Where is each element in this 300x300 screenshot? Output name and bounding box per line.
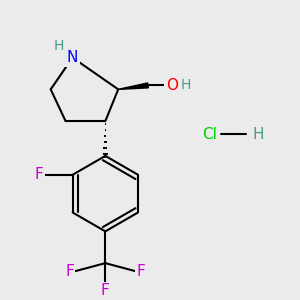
Text: Cl: Cl — [202, 127, 217, 142]
Text: O: O — [166, 78, 178, 93]
Text: H: H — [181, 78, 191, 92]
Text: F: F — [65, 264, 74, 279]
Polygon shape — [118, 83, 148, 89]
Text: H: H — [253, 127, 264, 142]
Text: F: F — [137, 264, 146, 279]
Text: F: F — [34, 167, 43, 182]
Text: F: F — [101, 284, 110, 298]
Text: N: N — [67, 50, 78, 65]
Text: H: H — [53, 39, 64, 53]
